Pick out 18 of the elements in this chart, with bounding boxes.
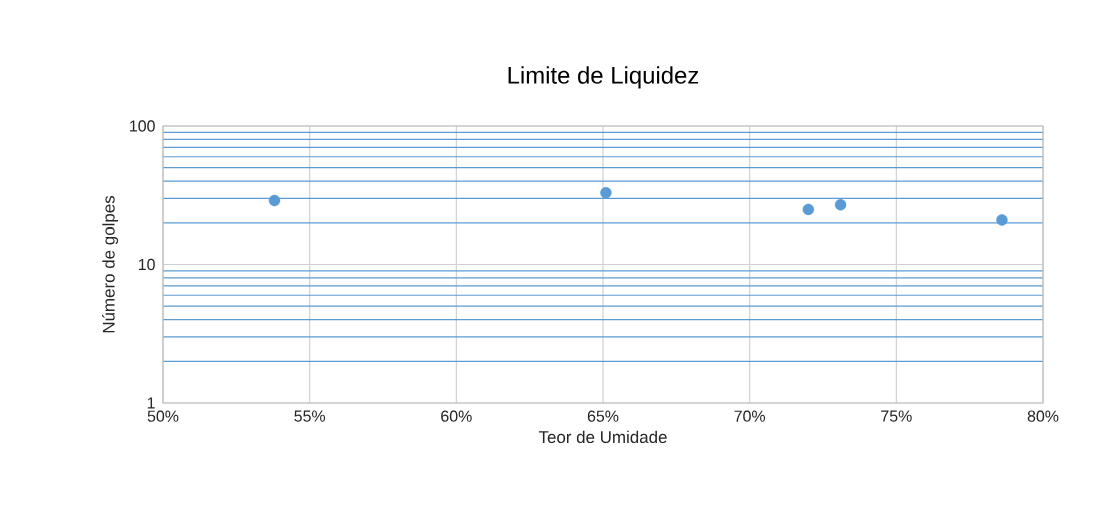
x-tick-label: 75%: [881, 410, 912, 422]
y-tick-label: 100: [130, 120, 155, 132]
point: [802, 203, 815, 216]
point: [600, 186, 612, 199]
chart-title: Limite de Liquidez: [508, 66, 699, 89]
y-axis-title: Número de golpes: [102, 195, 119, 333]
point: [996, 214, 1008, 226]
point: [834, 199, 847, 211]
y-tick-label: 10: [138, 258, 155, 271]
x-tick-label: 70%: [734, 410, 766, 422]
y-tick-label: 1: [147, 397, 155, 409]
x-tick-label: 55%: [294, 410, 326, 422]
x-tick-label: 65%: [587, 410, 619, 422]
x-tick-label: 60%: [441, 410, 472, 422]
x-tick-label: 50%: [147, 410, 179, 422]
x-axis-title: Teor de Umidade: [538, 430, 667, 444]
point: [268, 194, 281, 207]
x-tick-label: 80%: [1027, 410, 1059, 422]
